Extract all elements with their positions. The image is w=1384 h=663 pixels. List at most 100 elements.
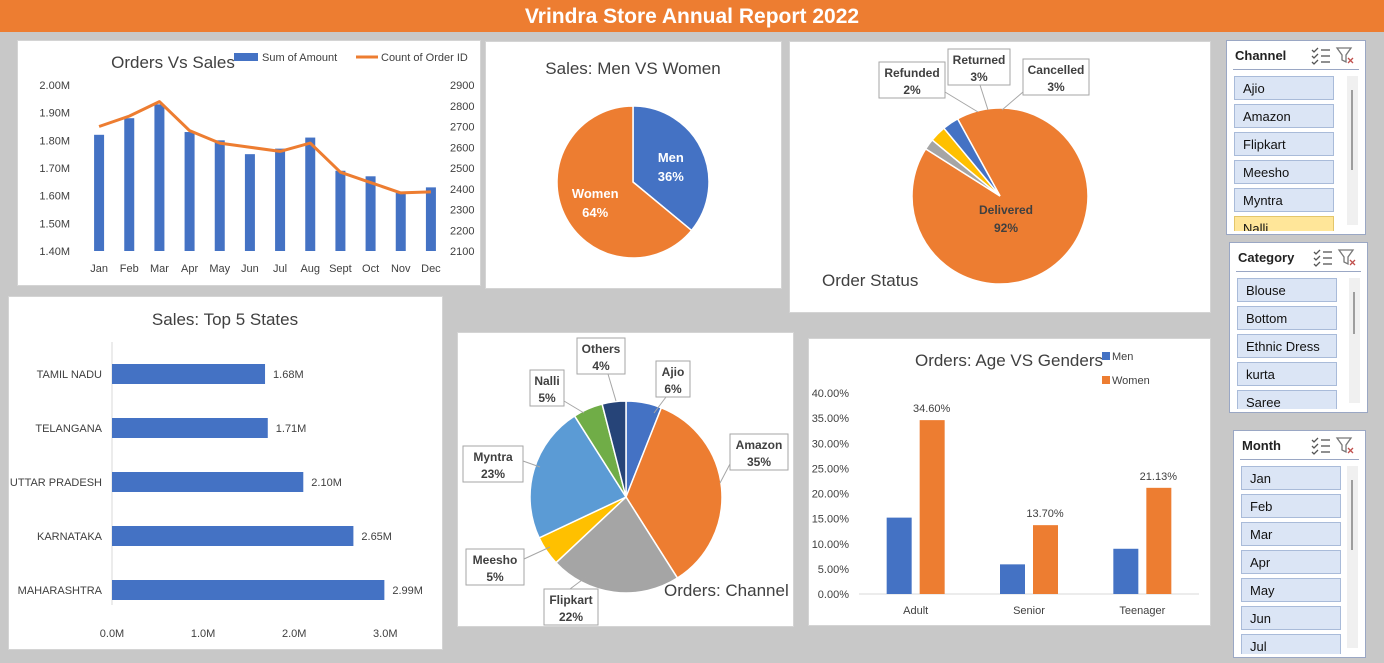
slicer-item-bottom[interactable]: Bottom bbox=[1237, 306, 1337, 330]
slicer-item-saree[interactable]: Saree bbox=[1237, 390, 1337, 409]
slicer-item-amazon[interactable]: Amazon bbox=[1234, 104, 1334, 128]
men-vs-women-chart: Sales: Men VS Women Men 36% Women 64% bbox=[545, 59, 721, 259]
x-tick: Oct bbox=[362, 263, 379, 275]
bar-value-label: 2.10M bbox=[311, 477, 342, 489]
top-states-panel: Sales: Top 5 States TAMIL NADU 1.68M TELANG… bbox=[8, 296, 443, 650]
y-tick: 40.00% bbox=[812, 388, 850, 400]
y-right-tick: 2300 bbox=[450, 205, 474, 217]
bar-amount bbox=[425, 187, 436, 251]
slicer-icons bbox=[1311, 45, 1355, 70]
bar-men bbox=[1113, 548, 1139, 594]
bar-men bbox=[1000, 564, 1025, 594]
multi-select-icon[interactable] bbox=[1313, 249, 1332, 267]
chart-title: Orders: Age VS Genders bbox=[915, 351, 1103, 370]
callout-pct: 5% bbox=[538, 391, 556, 405]
x-tick: Adult bbox=[903, 605, 928, 617]
slicer-item-blouse[interactable]: Blouse bbox=[1237, 278, 1337, 302]
slicer-item-myntra[interactable]: Myntra bbox=[1234, 188, 1334, 212]
x-tick: Jul bbox=[273, 263, 287, 275]
legend-swatch-amount bbox=[234, 53, 258, 61]
y-right-tick: 2700 bbox=[450, 122, 474, 134]
channel-slice-amazon bbox=[625, 406, 723, 580]
chart-title: Sales: Top 5 States bbox=[152, 310, 298, 329]
bar-amount bbox=[184, 132, 195, 251]
channel-slice-others bbox=[601, 400, 627, 498]
callout-box bbox=[576, 337, 626, 375]
orders-channel-panel: Ajio 6% Amazon 35% Flipkart 22% Meesho 5% Myntra… bbox=[457, 332, 794, 627]
y-tick: 10.00% bbox=[812, 539, 850, 551]
callout-box bbox=[947, 48, 1011, 86]
x-tick: Teenager bbox=[1119, 605, 1165, 617]
x-tick: Dec bbox=[421, 263, 441, 275]
x-tick: Nov bbox=[391, 263, 411, 275]
slicer-item-feb[interactable]: Feb bbox=[1241, 494, 1341, 518]
y-left-tick: 1.70M bbox=[39, 163, 70, 175]
y-tick: TELANGANA bbox=[35, 423, 102, 435]
callout-label: Meesho bbox=[473, 553, 518, 567]
slicer-item-flipkart[interactable]: Flipkart bbox=[1234, 132, 1334, 156]
slice-pct: 64% bbox=[582, 205, 608, 220]
slicer-item-jan[interactable]: Jan bbox=[1241, 466, 1341, 490]
bar-women bbox=[919, 420, 945, 594]
slicer-scrollbar[interactable] bbox=[1347, 466, 1358, 648]
x-tick: May bbox=[209, 263, 230, 275]
y-tick: 5.00% bbox=[818, 564, 849, 576]
slicer-item-kurta[interactable]: kurta bbox=[1237, 362, 1337, 386]
slicer-item-apr[interactable]: Apr bbox=[1241, 550, 1341, 574]
y-left-tick: 2.00M bbox=[39, 80, 70, 92]
order-status-chart: Delivered 92% Refunded 2% Returned 3% Cancelle… bbox=[822, 48, 1090, 290]
slicer-item-nalli[interactable]: Nalli bbox=[1234, 216, 1334, 231]
slicer-item-may[interactable]: May bbox=[1241, 578, 1341, 602]
callout-box bbox=[465, 548, 525, 586]
callout-leader bbox=[523, 546, 551, 560]
status-slice-cancelled bbox=[942, 117, 1001, 197]
x-tick: Apr bbox=[181, 263, 198, 275]
y-right-tick: 2500 bbox=[450, 163, 474, 175]
x-tick: Feb bbox=[120, 263, 139, 275]
slicer-title: Month bbox=[1242, 438, 1281, 453]
scrollbar-thumb[interactable] bbox=[1353, 292, 1355, 334]
bar-amount bbox=[244, 154, 255, 251]
slicer-item-mar[interactable]: Mar bbox=[1241, 522, 1341, 546]
bar-amount bbox=[124, 118, 135, 251]
x-tick: Aug bbox=[300, 263, 320, 275]
bar-women bbox=[1146, 487, 1172, 594]
clear-filter-icon[interactable] bbox=[1335, 47, 1354, 64]
callout-label: Others bbox=[582, 342, 621, 356]
slicer-scrollbar[interactable] bbox=[1349, 278, 1360, 403]
slicer-item-jul[interactable]: Jul bbox=[1241, 634, 1341, 654]
scrollbar-thumb[interactable] bbox=[1351, 90, 1353, 170]
bar-amount bbox=[335, 170, 346, 251]
callout-leader bbox=[569, 576, 587, 590]
callout-label: Myntra bbox=[473, 450, 513, 464]
x-tick: 0.0M bbox=[100, 628, 124, 640]
clear-filter-icon[interactable] bbox=[1335, 437, 1354, 454]
scrollbar-thumb[interactable] bbox=[1351, 480, 1353, 550]
multi-select-icon[interactable] bbox=[1311, 47, 1330, 65]
slice-label: Women bbox=[572, 186, 619, 201]
age-vs-gender-chart: Orders: Age VS Genders Men Women 0.00% 5.00%… bbox=[812, 351, 1199, 617]
slicer-title: Channel bbox=[1235, 48, 1287, 63]
y-left-tick: 1.80M bbox=[39, 135, 70, 147]
slicer-scrollbar[interactable] bbox=[1347, 76, 1358, 225]
multi-select-icon[interactable] bbox=[1311, 437, 1330, 455]
clear-filter-icon[interactable] bbox=[1337, 249, 1356, 266]
slicer-item-ethnic-dress[interactable]: Ethnic Dress bbox=[1237, 334, 1337, 358]
legend-label-men: Men bbox=[1112, 351, 1133, 363]
y-tick: UTTAR PRADESH bbox=[10, 477, 102, 489]
callout-label: Flipkart bbox=[549, 593, 592, 607]
line-orders bbox=[98, 100, 431, 195]
slicer-item-jun[interactable]: Jun bbox=[1241, 606, 1341, 630]
callout-label: Amazon bbox=[736, 438, 783, 452]
callout-pct: 5% bbox=[486, 570, 504, 584]
y-tick: KARNATAKA bbox=[37, 531, 103, 543]
channel-slicer: Channel Ajio Amazon Flipkart Meesho Myntra Na… bbox=[1226, 40, 1366, 235]
y-left-tick: 1.60M bbox=[39, 191, 70, 203]
callout-pct: 2% bbox=[903, 83, 921, 97]
y-left-tick: 1.50M bbox=[39, 218, 70, 230]
slicer-item-meesho[interactable]: Meesho bbox=[1234, 160, 1334, 184]
x-tick: 1.0M bbox=[191, 628, 215, 640]
slicer-item-ajio[interactable]: Ajio bbox=[1234, 76, 1334, 100]
bar-amount bbox=[275, 148, 286, 251]
bar-amount bbox=[365, 176, 376, 251]
